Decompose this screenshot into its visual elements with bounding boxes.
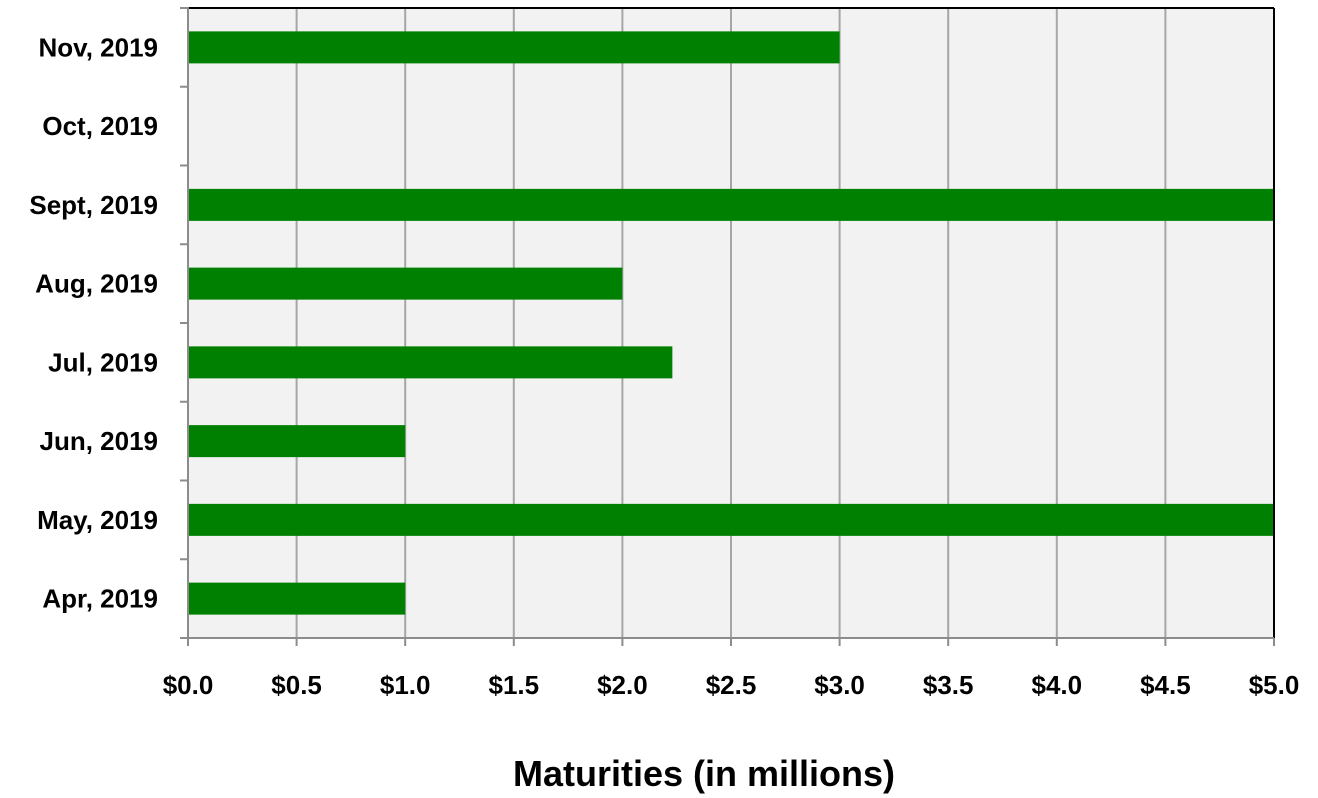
x-tick-label: $0.5 [271,670,322,700]
x-tick-label: $5.0 [1249,670,1300,700]
y-tick-label: May, 2019 [37,505,158,535]
y-tick-label: Jul, 2019 [48,347,158,377]
x-tick-label: $3.5 [923,670,974,700]
bars [188,31,1274,615]
y-tick-label: Sept, 2019 [29,190,158,220]
bar [188,425,406,458]
y-tick-labels: Apr, 2019 May, 2019 Jun, 2019 Jul, 2019 Aug,… [29,32,158,613]
bar [188,582,406,615]
bar [188,503,1274,536]
x-tick-labels: $0.0 $0.5 $1.0 $1.5 $2.0 $2.5 $3.0 $3.5 $4.0 $4.5… [163,670,1300,700]
bar [188,346,673,379]
bar [188,31,840,64]
x-tick-label: $4.5 [1140,670,1191,700]
y-tick-label: Aug, 2019 [35,269,158,299]
x-tick-label: $4.0 [1031,670,1082,700]
x-tick-label: $1.0 [380,670,431,700]
x-tick-label: $2.0 [597,670,648,700]
x-axis-title: Maturities (in millions) [513,753,895,794]
y-tick-label: Apr, 2019 [42,584,158,614]
x-tick-label: $3.0 [814,670,865,700]
bar [188,188,1274,221]
y-tick-label: Nov, 2019 [39,32,158,62]
bar [188,267,623,300]
x-tick-label: $1.5 [488,670,539,700]
x-tick-label: $0.0 [163,670,214,700]
y-tick-label: Oct, 2019 [42,111,158,141]
y-tick-label: Jun, 2019 [39,426,158,456]
plot-frame [180,7,1275,646]
x-tick-label: $2.5 [706,670,757,700]
